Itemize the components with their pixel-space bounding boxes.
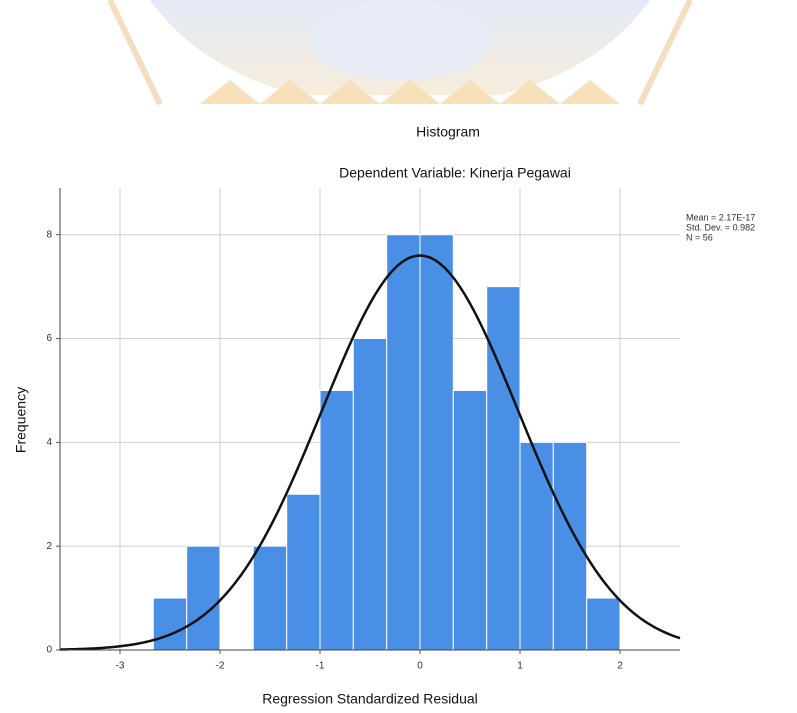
bar	[519, 441, 554, 651]
x-axis-label: Regression Standardized Residual	[262, 691, 478, 707]
bar	[152, 597, 188, 651]
bar	[452, 389, 488, 651]
y-tick-label: 0	[46, 645, 52, 656]
x-tick-label: 0	[417, 661, 423, 672]
bar	[586, 597, 621, 651]
y-tick-label: 8	[46, 229, 52, 240]
bar	[419, 234, 454, 651]
watermark-logo	[107, 0, 693, 106]
x-tick-label: -1	[316, 661, 325, 672]
x-tick-label: 1	[517, 661, 523, 672]
x-tick-label: 2	[617, 661, 623, 672]
stat-label: Std. Dev. = 0.982	[686, 222, 755, 232]
bar	[486, 286, 521, 651]
stat-label: Mean = 2.17E-17	[686, 212, 755, 222]
y-axis-label: Frequency	[13, 387, 29, 453]
x-tick-label: -3	[116, 661, 125, 672]
y-tick-label: 4	[46, 437, 52, 448]
y-tick-label: 2	[46, 541, 52, 552]
bar	[386, 234, 421, 651]
chart-title: Histogram	[416, 124, 480, 140]
bar	[252, 545, 288, 651]
stat-label: N = 56	[686, 232, 713, 242]
bar	[352, 338, 388, 651]
y-tick-label: 6	[46, 333, 52, 344]
normal-curve	[59, 254, 681, 651]
bar	[319, 389, 354, 651]
x-tick-label: -2	[216, 661, 225, 672]
bar	[186, 545, 221, 651]
chart-subtitle: Dependent Variable: Kinerja Pegawai	[339, 165, 571, 181]
bar	[286, 493, 321, 651]
